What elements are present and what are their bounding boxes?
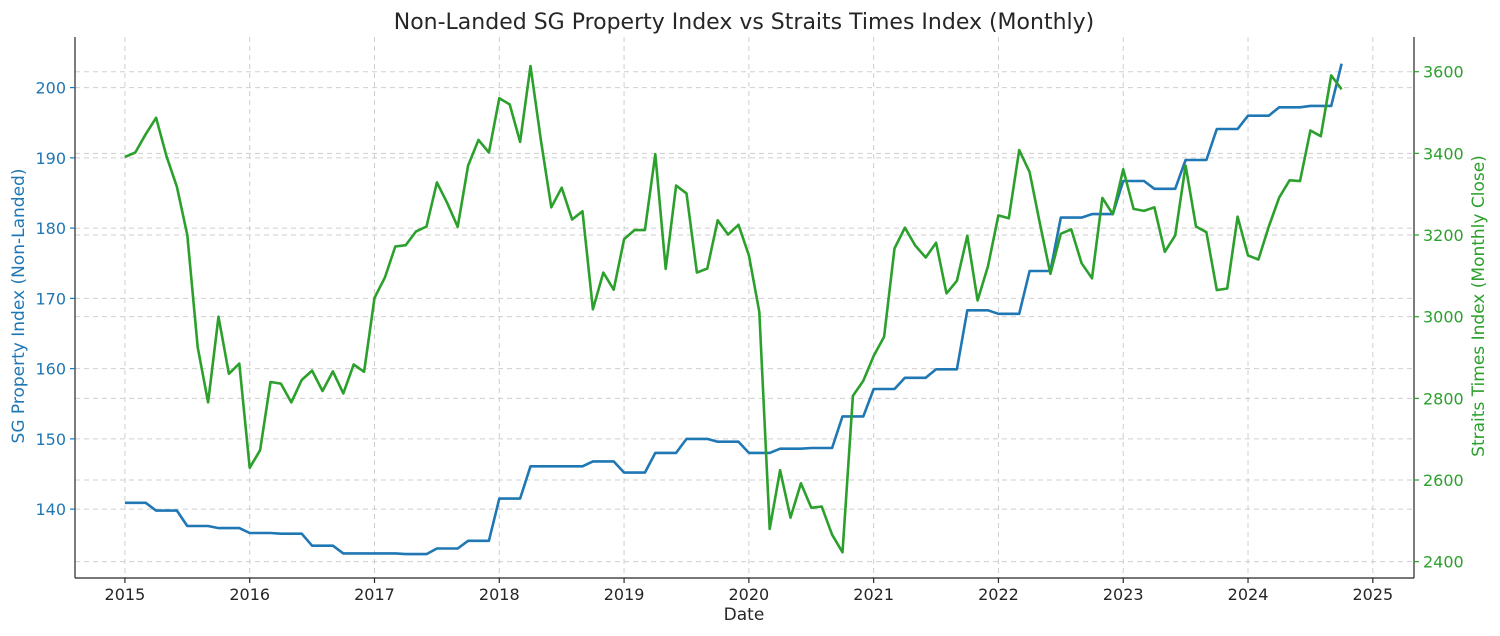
- sti-line: [124, 64, 1343, 554]
- x-tick-label: 2018: [479, 585, 520, 604]
- x-tick-label: 2017: [354, 585, 395, 604]
- right-y-tick-label: 3000: [1423, 308, 1464, 327]
- left-y-tick-label: 190: [35, 149, 66, 168]
- left-y-tick-label: 170: [35, 289, 66, 308]
- right-y-tick-label: 2400: [1423, 553, 1464, 572]
- x-tick-label: 2025: [1352, 585, 1393, 604]
- grid: [75, 37, 1414, 578]
- left-y-tick-label: 160: [35, 360, 66, 379]
- left-y-tick-label: 200: [35, 79, 66, 98]
- plot-series: [124, 63, 1343, 556]
- x-tick-label: 2019: [604, 585, 645, 604]
- x-tick-label: 2015: [105, 585, 146, 604]
- right-y-tick-label: 2800: [1423, 389, 1464, 408]
- left-y-tick-label: 140: [35, 500, 66, 519]
- x-tick-label: 2021: [853, 585, 894, 604]
- x-tick-label: 2016: [229, 585, 270, 604]
- axes: 2015 2016 2017 2018 2019 2020 2021 2022 2023 2024…: [35, 37, 1464, 604]
- property-index-line: [124, 63, 1343, 556]
- left-y-axis-label: SG Property Index (Non-Landed): [9, 169, 29, 444]
- right-y-tick-label: 3400: [1423, 144, 1464, 163]
- x-tick-label: 2020: [729, 585, 770, 604]
- right-y-axis-label: Straits Times Index (Monthly Close): [1469, 155, 1489, 457]
- left-y-tick-label: 180: [35, 219, 66, 238]
- x-tick-label: 2024: [1228, 585, 1269, 604]
- right-y-tick-label: 3200: [1423, 226, 1464, 245]
- right-y-tick-label: 3600: [1423, 63, 1464, 82]
- right-y-tick-label: 2600: [1423, 471, 1464, 490]
- x-axis-label: Date: [724, 605, 765, 625]
- x-tick-label: 2022: [978, 585, 1019, 604]
- x-tick-label: 2023: [1103, 585, 1144, 604]
- left-y-tick-label: 150: [35, 430, 66, 449]
- chart-title: Non-Landed SG Property Index vs Straits …: [394, 10, 1094, 35]
